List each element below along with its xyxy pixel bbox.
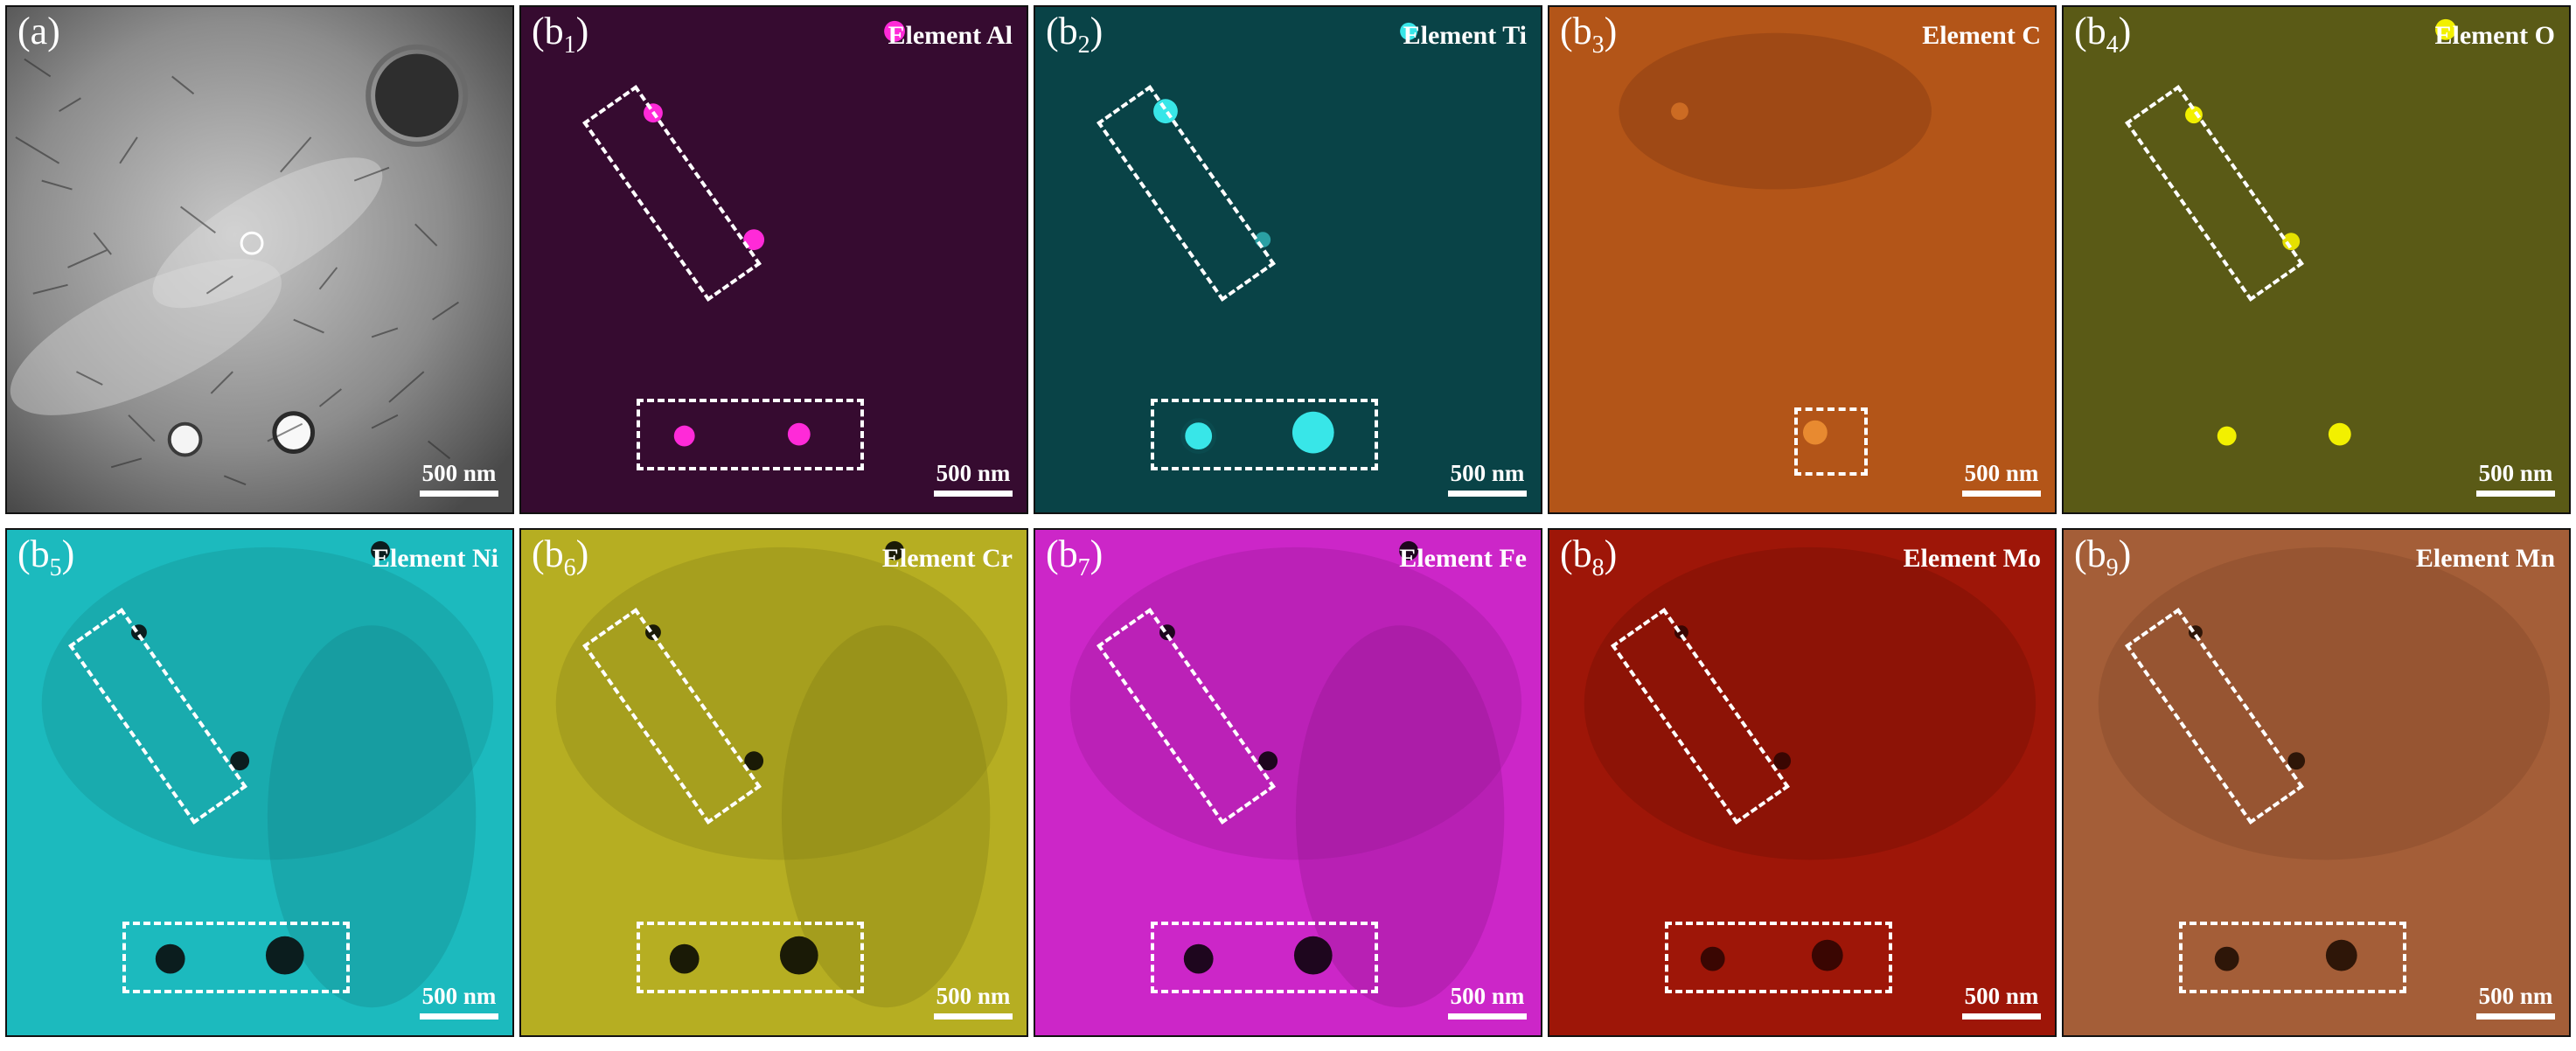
- panel-label-b5: (b5): [17, 532, 75, 581]
- scale-bar-label: 500 nm: [1964, 460, 2039, 486]
- roi-box-small: [1794, 407, 1868, 476]
- scale-bar-label: 500 nm: [421, 460, 497, 486]
- panel-label-b8: (b8): [1560, 532, 1618, 581]
- o-elemental-map: [2064, 7, 2569, 512]
- scale-bar-line: [1448, 491, 1527, 497]
- panel-label-b3: (b3): [1560, 10, 1618, 59]
- scale-bar: 500 nm: [420, 985, 498, 1020]
- element-label-ti: Element Ti: [1403, 21, 1527, 50]
- scale-bar-line: [934, 1013, 1013, 1020]
- ti-elemental-map: [1035, 7, 1541, 512]
- scale-bar-label: 500 nm: [936, 460, 1011, 486]
- al-elemental-map: [521, 7, 1027, 512]
- scale-bar-label: 500 nm: [936, 983, 1011, 1009]
- panel-b3-c-map: (b3) Element C 500 nm: [1548, 5, 2057, 514]
- scale-bar: 500 nm: [1448, 985, 1527, 1020]
- panel-label-a: (a): [17, 10, 60, 52]
- panel-b6-cr-map: (b6) Element Cr 500 nm: [519, 528, 1028, 1037]
- mo-elemental-map: [1549, 530, 2055, 1035]
- ni-elemental-map: [7, 530, 512, 1035]
- roi-box-horizontal: [122, 922, 350, 993]
- element-label-fe: Element Fe: [1399, 544, 1527, 573]
- panel-b5-ni-map: (b5) Element Ni 500 nm: [5, 528, 514, 1037]
- roi-box-horizontal: [1151, 922, 1378, 993]
- scale-bar-label: 500 nm: [1964, 983, 2039, 1009]
- scale-bar-line: [934, 491, 1013, 497]
- element-label-mn: Element Mn: [2415, 544, 2555, 573]
- mn-elemental-map: [2064, 530, 2569, 1035]
- scale-bar-label: 500 nm: [2478, 983, 2553, 1009]
- panel-b1-al-map: (b1) Element Al 500 nm: [519, 5, 1028, 514]
- element-label-o: Element O: [2434, 21, 2555, 50]
- panel-b4-o-map: (b4) Element O 500 nm: [2062, 5, 2571, 514]
- tem-micrograph-image: [7, 7, 512, 512]
- roi-box-horizontal: [1151, 399, 1378, 470]
- roi-box-horizontal: [637, 922, 864, 993]
- scale-bar: 500 nm: [934, 985, 1013, 1020]
- panel-label-b1: (b1): [532, 10, 589, 59]
- scale-bar-line: [1962, 1013, 2041, 1020]
- scale-bar: 500 nm: [934, 462, 1013, 497]
- panel-a-tem-image: (a) 500 nm: [5, 5, 514, 514]
- scale-bar-label: 500 nm: [1450, 983, 1525, 1009]
- scale-bar: 500 nm: [2476, 462, 2555, 497]
- panel-label-b4: (b4): [2074, 10, 2132, 59]
- element-label-mo: Element Mo: [1903, 544, 2041, 573]
- scale-bar: 500 nm: [1448, 462, 1527, 497]
- scale-bar: 500 nm: [1962, 462, 2041, 497]
- scale-bar-line: [1448, 1013, 1527, 1020]
- scale-bar-line: [1962, 491, 2041, 497]
- panel-b2-ti-map: (b2) Element Ti 500 nm: [1034, 5, 1542, 514]
- scale-bar-label: 500 nm: [421, 983, 497, 1009]
- scale-bar-line: [420, 491, 498, 497]
- roi-box-horizontal: [1665, 922, 1892, 993]
- panel-b8-mo-map: (b8) Element Mo 500 nm: [1548, 528, 2057, 1037]
- scale-bar: 500 nm: [2476, 985, 2555, 1020]
- scale-bar: 500 nm: [1962, 985, 2041, 1020]
- roi-box-horizontal: [2179, 922, 2406, 993]
- panel-b9-mn-map: (b9) Element Mn 500 nm: [2062, 528, 2571, 1037]
- c-elemental-map: [1549, 7, 2055, 512]
- scale-bar-line: [2476, 491, 2555, 497]
- scale-bar-label: 500 nm: [1450, 460, 1525, 486]
- panel-label-b2: (b2): [1046, 10, 1104, 59]
- scale-bar: 500 nm: [420, 462, 498, 497]
- scale-bar-label: 500 nm: [2478, 460, 2553, 486]
- element-label-al: Element Al: [888, 21, 1013, 50]
- panel-label-b6: (b6): [532, 532, 589, 581]
- roi-box-horizontal: [637, 399, 864, 470]
- panel-b7-fe-map: (b7) Element Fe 500 nm: [1034, 528, 1542, 1037]
- scale-bar-line: [2476, 1013, 2555, 1020]
- element-label-cr: Element Cr: [881, 544, 1013, 573]
- panel-label-b7: (b7): [1046, 532, 1104, 581]
- fe-elemental-map: [1035, 530, 1541, 1035]
- scale-bar-line: [420, 1013, 498, 1020]
- panel-label-b9: (b9): [2074, 532, 2132, 581]
- cr-elemental-map: [521, 530, 1027, 1035]
- element-label-ni: Element Ni: [372, 544, 498, 573]
- element-label-c: Element C: [1922, 21, 2041, 50]
